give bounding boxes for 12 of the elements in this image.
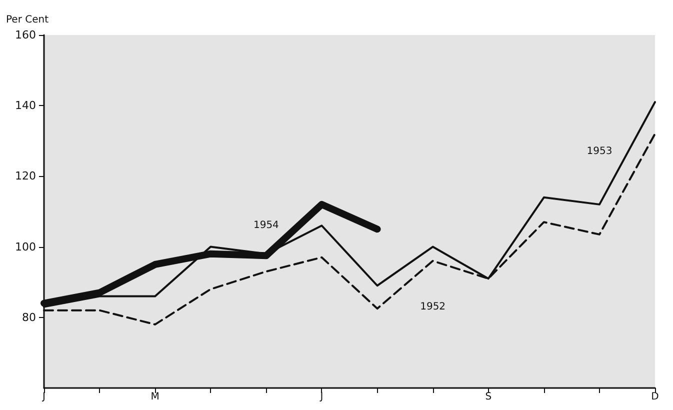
y-tick-label: 160	[15, 28, 36, 42]
y-tick-label: 120	[15, 170, 36, 183]
series-label: 1954	[253, 220, 279, 232]
y-tick-label: 80	[22, 310, 36, 324]
series-label: 1953	[586, 146, 612, 157]
x-tick-label: M	[150, 392, 160, 402]
x-tick-label: D	[651, 392, 660, 402]
text: 1952	[420, 301, 446, 312]
y-axis-title: Per Cent	[6, 14, 49, 26]
y-tick-label: 140	[15, 99, 36, 112]
y-tick-label: 100	[15, 240, 36, 254]
x-tick-label: J	[42, 392, 46, 402]
